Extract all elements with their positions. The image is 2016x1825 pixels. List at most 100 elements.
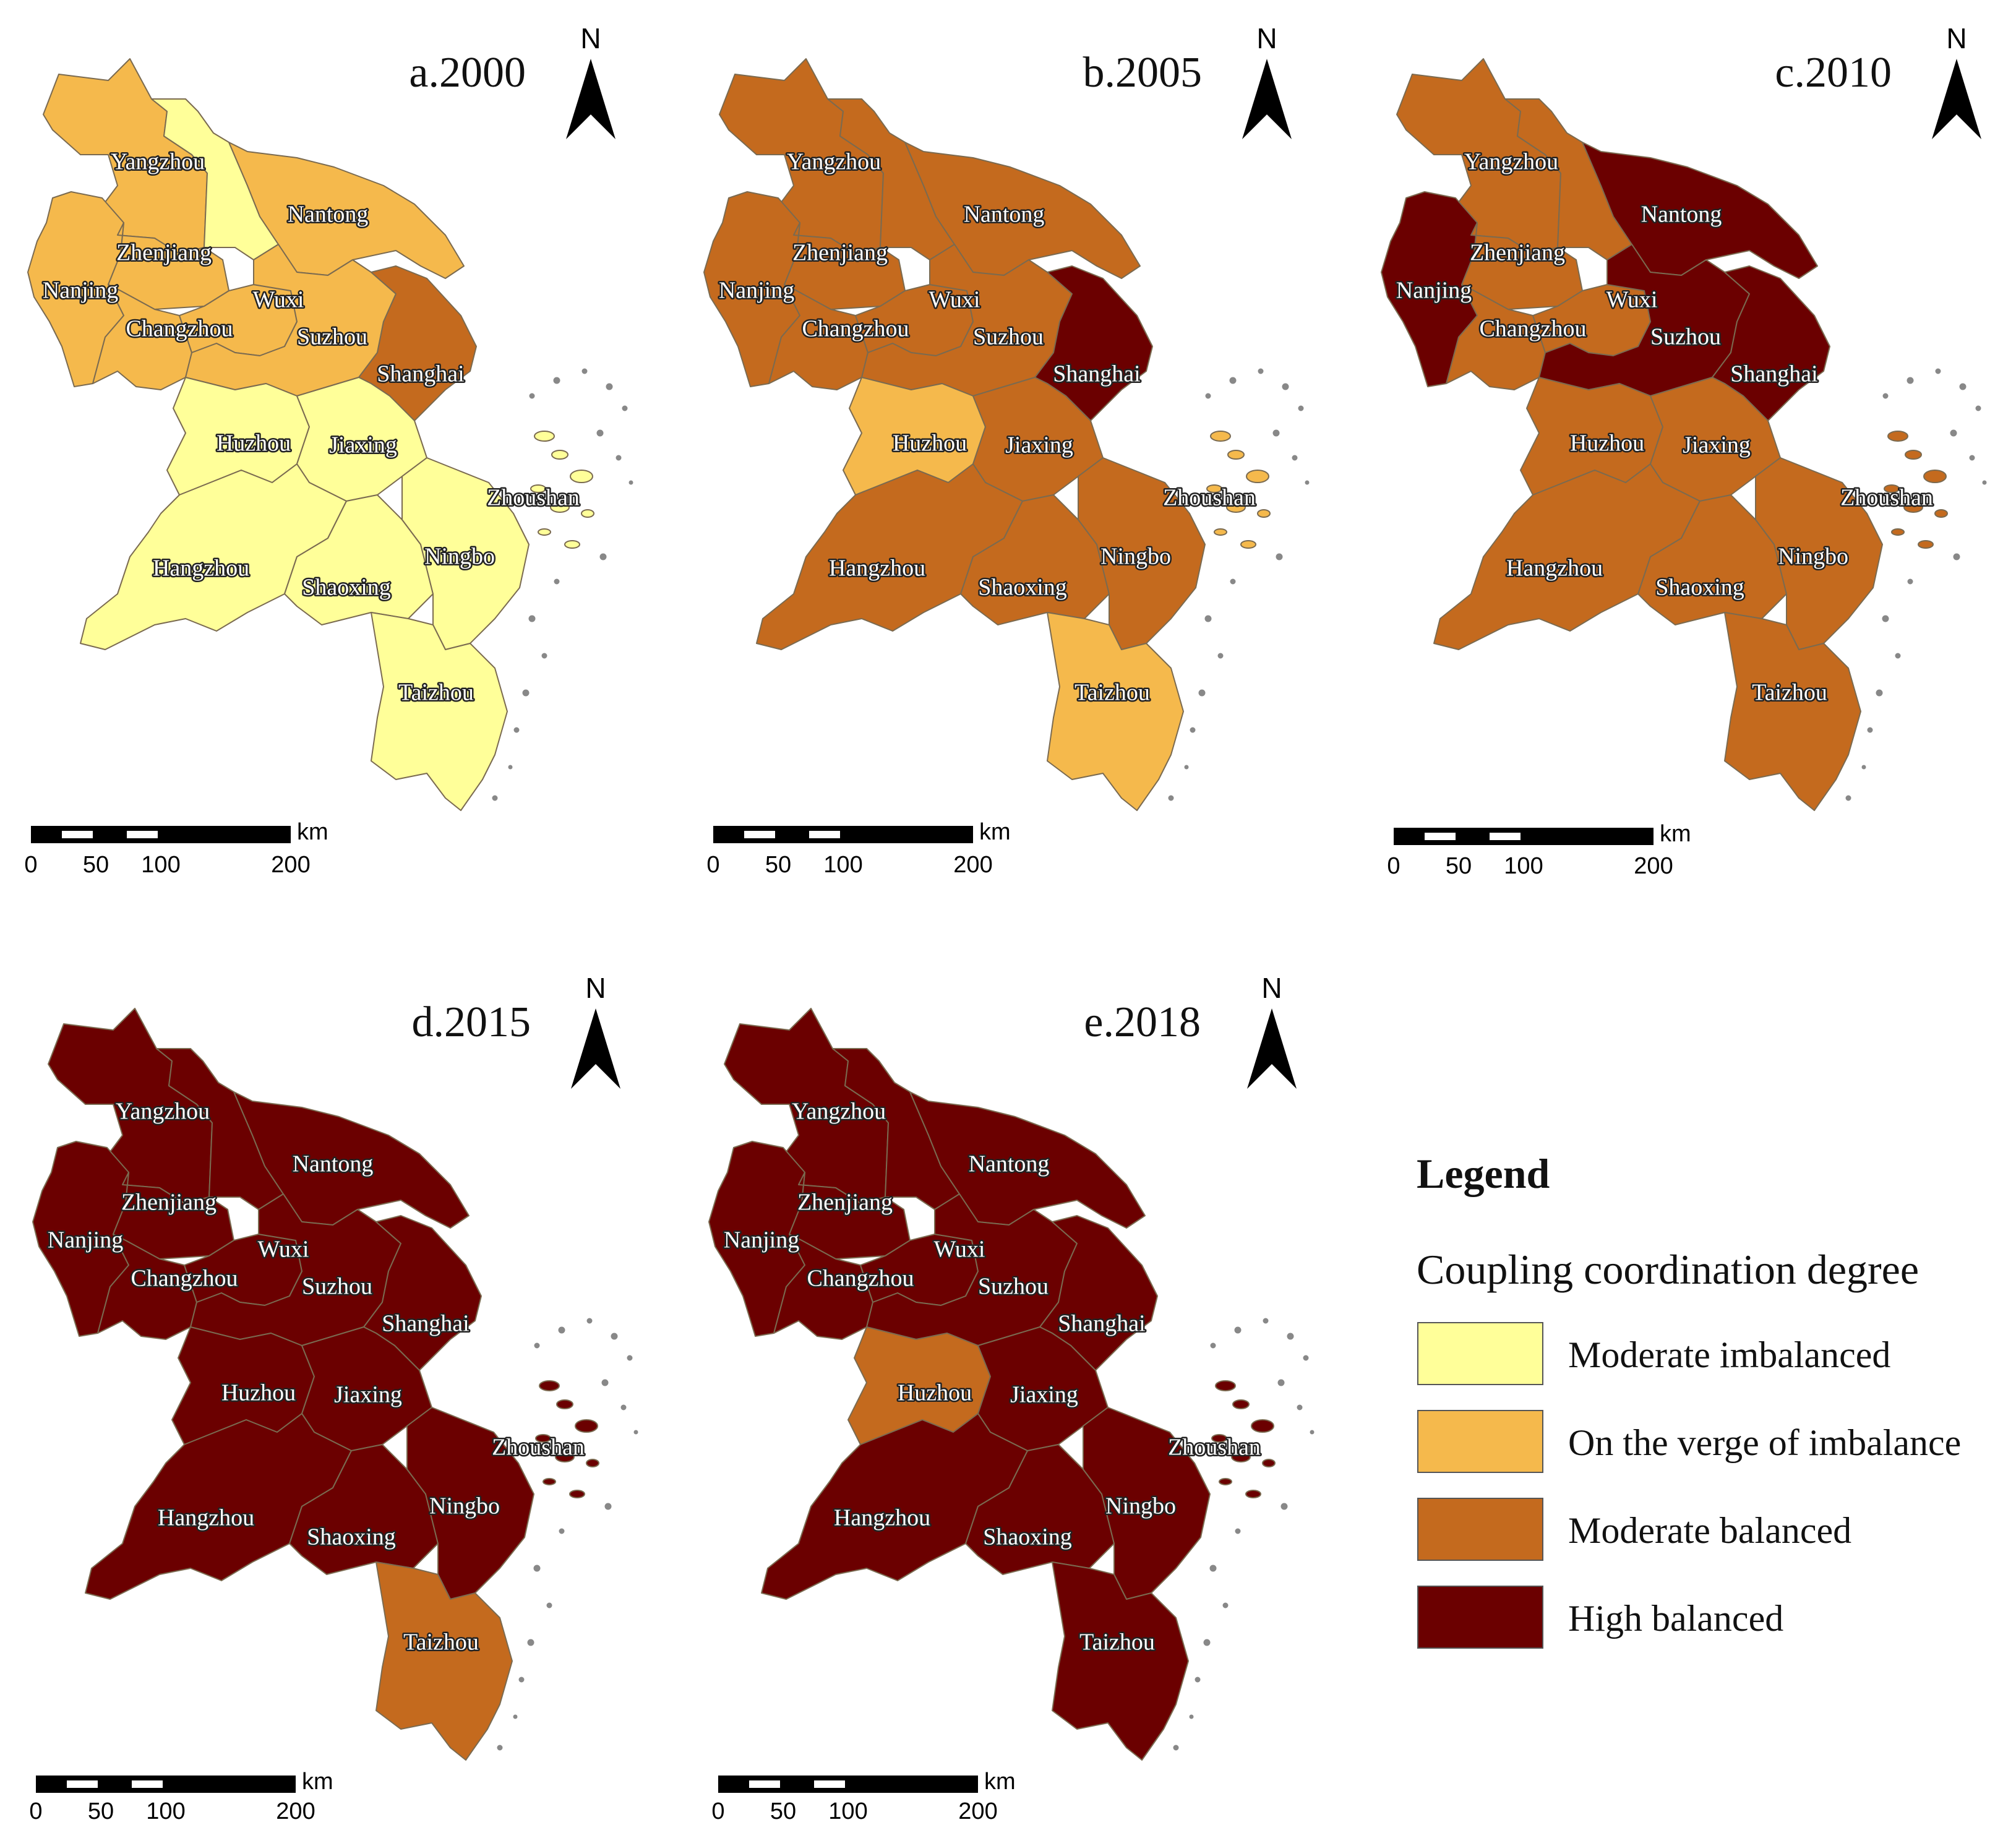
scale-tick: 200 [276, 1798, 315, 1824]
map-panel-2000: a.2000 N km 0 50 100 200 Yangzhou Nanton… [24, 22, 633, 878]
north-arrow: N [1242, 22, 1292, 139]
scale-bar: km 0 50 100 200 [29, 1769, 333, 1824]
map-title: d.2015 [412, 998, 531, 1046]
region-taizhou [1052, 1561, 1189, 1761]
north-arrow-label: N [1946, 22, 1967, 54]
region-ningbo [401, 457, 530, 650]
city-label: Changzhou [131, 1266, 238, 1292]
city-label: Yangzhou [116, 1099, 210, 1125]
region-ningbo [1755, 457, 1883, 650]
scale-unit: km [297, 819, 328, 845]
region-nantong [1582, 142, 1818, 279]
city-label: Yangzhou [787, 149, 881, 175]
scale-tick: 0 [24, 852, 37, 878]
city-label: Nanjing [1396, 278, 1472, 304]
legend-label-high-balanced: High balanced [1568, 1598, 1783, 1639]
city-label: Nanjing [724, 1227, 799, 1253]
city-label: Taizhou [403, 1630, 479, 1655]
region-ningbo [1083, 1407, 1211, 1600]
scale-tick: 50 [765, 852, 791, 878]
city-labels: Yangzhou Nantong Zhenjiang Nanjing Wuxi … [41, 147, 581, 707]
north-arrow-label: N [1256, 22, 1277, 54]
scale-bar: km 0 50 100 200 [711, 1769, 1015, 1824]
city-labels: Yangzhou Nantong Zhenjiang Nanjing Wuxi … [1394, 147, 1934, 707]
region-changzhou [92, 284, 192, 390]
city-label: Zhoushan [1840, 485, 1933, 511]
city-label: Huzhou [898, 1380, 972, 1406]
region-nantong [904, 142, 1141, 279]
city-labels: Yangzhou Nantong Zhenjiang Nanjing Wuxi … [717, 147, 1257, 707]
legend-swatch-moderate-imbalanced [1417, 1322, 1543, 1385]
north-arrow-icon [566, 59, 616, 139]
scale-tick: 200 [271, 852, 310, 878]
north-arrow-label: N [585, 972, 606, 1004]
region-hangzhou [85, 1413, 352, 1600]
city-label: Huzhou [221, 1380, 296, 1406]
city-label: Taizhou [1074, 680, 1150, 706]
city-label: Ningbo [424, 544, 495, 570]
city-label: Wuxi [929, 287, 980, 313]
region-taizhou [375, 1561, 513, 1761]
legend-swatch-high-balanced [1417, 1586, 1543, 1649]
map-regions [703, 58, 1310, 811]
scale-tick: 50 [770, 1798, 796, 1824]
city-label: Jiaxing [329, 432, 397, 458]
city-label: Shaoxing [307, 1524, 396, 1550]
city-label: Huzhou [1570, 431, 1644, 457]
city-label: Yangzhou [792, 1099, 886, 1125]
city-label: Ningbo [1778, 544, 1848, 570]
legend-label-verge-of-imbalance: On the verge of imbalance [1568, 1422, 1961, 1463]
city-label: Zhenjiang [797, 1190, 893, 1216]
scale-unit: km [979, 819, 1011, 845]
region-jiaxing [296, 377, 427, 502]
city-label: Zhenjiang [1470, 240, 1565, 266]
city-label: Taizhou [1752, 680, 1827, 706]
city-label: Nanjing [43, 278, 118, 304]
city-label: Zhenjiang [792, 240, 888, 266]
region-zhoushan [535, 1380, 599, 1498]
map-panel-2010: c.2010 N km 0 50 100 200 Yangzhou Nanton… [1381, 22, 1987, 879]
city-label: Zhenjiang [121, 1190, 217, 1216]
region-nantong [233, 1091, 470, 1229]
region-jiaxing [301, 1326, 432, 1451]
scale-tick: 200 [1634, 853, 1673, 879]
map-panel-2015: d.2015 N km 0 50 100 200 Yangzhou Nanton… [29, 972, 638, 1824]
region-zhoushan [1211, 1380, 1276, 1498]
region-jiaxing [1650, 377, 1781, 502]
city-label: Wuxi [253, 287, 304, 313]
scale-tick: 100 [146, 1798, 185, 1824]
north-arrow-label: N [1261, 972, 1282, 1004]
scale-tick: 200 [958, 1798, 997, 1824]
city-label: Ningbo [1105, 1493, 1176, 1519]
region-hangzhou [761, 1413, 1028, 1600]
city-label: Changzhou [126, 316, 233, 342]
city-label: Yangzhou [1464, 149, 1558, 175]
city-label: Shaoxing [302, 575, 391, 601]
map-title: c.2010 [1775, 49, 1892, 97]
north-arrow-icon [1247, 1008, 1297, 1089]
city-label: Changzhou [1479, 316, 1586, 342]
city-label: Huzhou [217, 431, 291, 457]
region-nantong [909, 1091, 1146, 1229]
city-label: Hangzhou [153, 556, 249, 582]
scale-tick: 0 [706, 852, 719, 878]
city-label: Zhenjiang [116, 240, 212, 266]
north-arrow: N [566, 22, 616, 139]
north-arrow: N [1932, 22, 1981, 139]
city-label: Changzhou [802, 316, 909, 342]
city-label: Zhoushan [487, 485, 580, 511]
north-arrow-icon [571, 1008, 620, 1089]
scale-bar: km 0 50 100 200 [1387, 821, 1691, 879]
legend-subtitle: Coupling coordination degree [1417, 1246, 1919, 1293]
map-regions [27, 58, 633, 811]
city-label: Hangzhou [158, 1505, 254, 1531]
city-label: Nantong [293, 1151, 374, 1177]
city-label: Suzhou [973, 324, 1044, 350]
city-label: Yangzhou [111, 149, 205, 175]
city-label: Wuxi [934, 1237, 985, 1263]
city-label: Nantong [969, 1151, 1050, 1177]
region-hangzhou [756, 463, 1023, 650]
scale-unit: km [984, 1769, 1016, 1795]
scale-tick: 0 [711, 1798, 724, 1824]
city-label: Taizhou [1079, 1630, 1155, 1655]
